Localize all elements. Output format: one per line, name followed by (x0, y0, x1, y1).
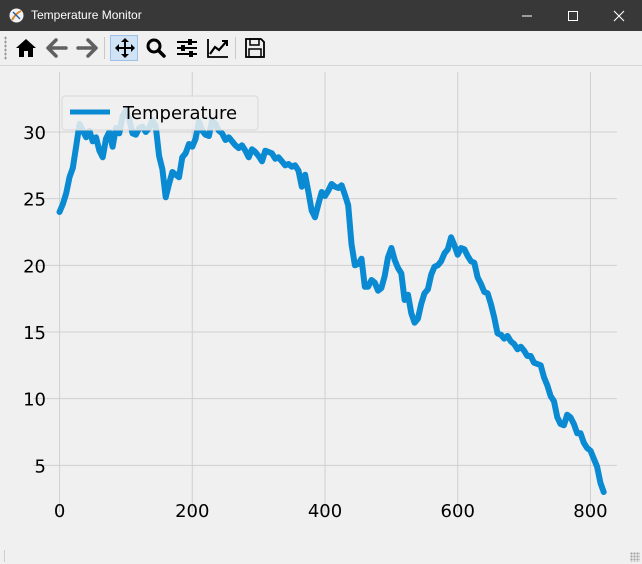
magnifier-icon (146, 38, 166, 58)
plot-canvas[interactable]: 5 10 15 20 25 30 0 200 400 600 800 Temperature (0, 66, 642, 546)
series-line-temperature (56, 107, 607, 495)
x-axis-ticks: 0 200 400 600 800 (54, 501, 608, 522)
maximize-icon (568, 11, 578, 21)
pan-button[interactable] (110, 35, 138, 61)
resize-grip[interactable] (630, 552, 640, 562)
y-tick-label: 30 (23, 123, 46, 144)
x-tick-label: 400 (308, 501, 342, 522)
y-tick-label: 25 (23, 190, 46, 211)
legend: Temperature (61, 95, 259, 131)
home-icon (16, 39, 36, 57)
configure-subplots-button[interactable] (172, 35, 200, 61)
edit-axis-button[interactable] (203, 35, 231, 61)
minimize-button[interactable] (504, 0, 550, 31)
y-tick-label: 15 (23, 323, 46, 344)
minimize-icon (522, 15, 532, 17)
window-title: Temperature Monitor (31, 8, 142, 22)
x-tick-label: 0 (54, 501, 65, 522)
sliders-icon (177, 39, 197, 57)
app-icon (9, 8, 24, 23)
grid-lines (33, 72, 617, 512)
move-icon (115, 38, 135, 58)
toolbar-separator (235, 37, 236, 59)
forward-button[interactable] (72, 35, 100, 61)
line-chart-icon (207, 39, 228, 58)
status-separator (4, 550, 5, 562)
arrow-right-icon (76, 38, 98, 58)
maximize-button[interactable] (550, 0, 596, 31)
back-button[interactable] (42, 35, 70, 61)
y-tick-label: 10 (23, 390, 46, 411)
floppy-disk-icon (245, 38, 265, 58)
series-group (56, 107, 607, 495)
close-button[interactable] (596, 0, 642, 31)
y-tick-label: 5 (35, 456, 46, 477)
x-tick-label: 200 (175, 501, 209, 522)
close-icon (613, 10, 625, 22)
toolbar-separator (104, 37, 105, 59)
legend-frame (61, 95, 259, 131)
arrow-left-icon (46, 38, 68, 58)
save-button[interactable] (240, 35, 268, 61)
status-bar (0, 546, 642, 564)
x-tick-label: 800 (573, 501, 607, 522)
title-bar[interactable]: Temperature Monitor (0, 0, 642, 31)
y-tick-label: 20 (23, 256, 46, 277)
x-tick-label: 600 (441, 501, 475, 522)
zoom-button[interactable] (141, 35, 169, 61)
legend-label-temperature: Temperature (122, 103, 237, 124)
home-button[interactable] (11, 35, 39, 61)
toolbar-grip[interactable] (4, 36, 7, 60)
y-axis-ticks: 5 10 15 20 25 30 (23, 123, 46, 477)
navigation-toolbar (0, 31, 642, 66)
